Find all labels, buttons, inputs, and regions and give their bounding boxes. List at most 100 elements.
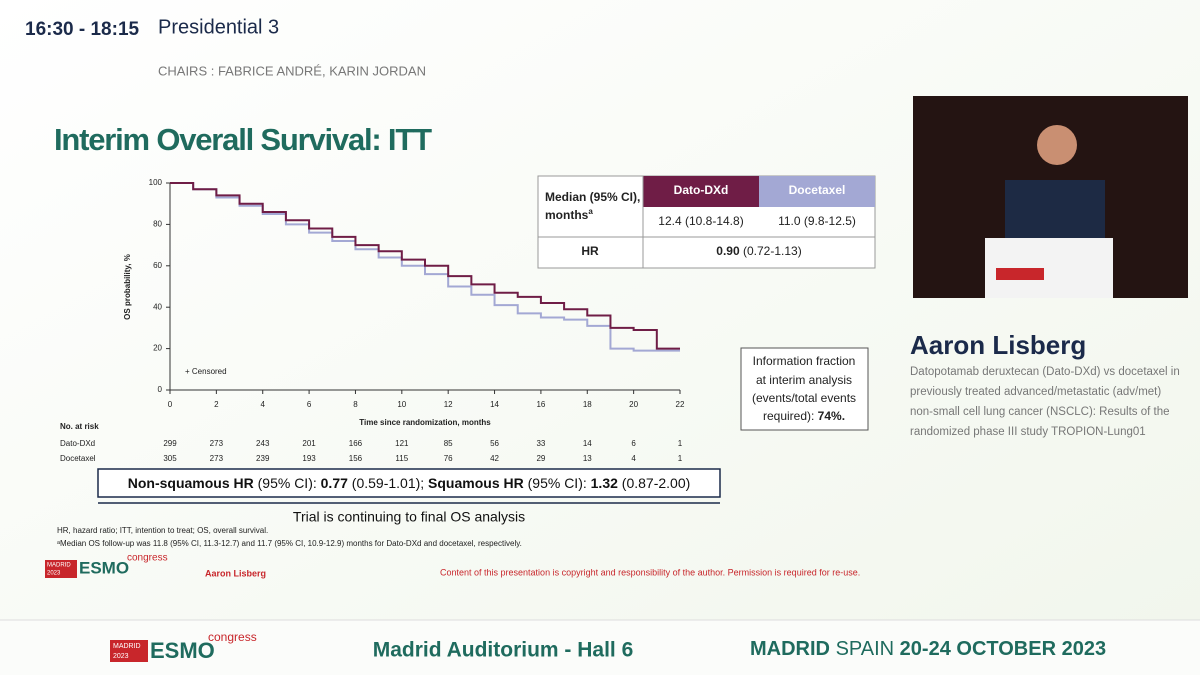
km-chart: + Censored Time since randomization, mon… xyxy=(60,178,685,463)
logo-brand: ESMO xyxy=(79,558,129,577)
t: Non-squamous HR xyxy=(128,475,254,491)
note: Trial is continuing to final OS analysis xyxy=(293,509,525,525)
abstract-line: previously treated advanced/metastatic (… xyxy=(910,386,1161,398)
logo-brand: ESMO xyxy=(150,638,215,663)
copyright: Content of this presentation is copyrigh… xyxy=(440,567,860,577)
risk-count: 76 xyxy=(444,454,453,463)
t: Squamous HR xyxy=(428,475,524,491)
x-tick-label: 16 xyxy=(536,400,545,409)
abstract: Datopotamab deruxtecan (Dato-DXd) vs doc… xyxy=(910,366,1180,438)
logo-word: congress xyxy=(208,630,257,644)
risk-count: 1 xyxy=(678,454,683,463)
x-tick-label: 2 xyxy=(214,400,219,409)
risk-count: 121 xyxy=(395,439,409,448)
speaker-name: Aaron Lisberg xyxy=(910,330,1086,360)
y-tick-label: 20 xyxy=(153,344,162,353)
info-line: at interim analysis xyxy=(756,373,852,387)
risk-count: 166 xyxy=(349,439,363,448)
dates: 20-24 OCTOBER 2023 xyxy=(900,638,1106,660)
author: Aaron Lisberg xyxy=(205,568,266,578)
risk-count: 201 xyxy=(302,439,316,448)
risk-title: No. at risk xyxy=(60,422,99,431)
x-tick-label: 4 xyxy=(261,400,266,409)
city: MADRID xyxy=(750,638,830,660)
logo-year: 2023 xyxy=(47,571,61,577)
slide-title: Interim Overall Survival: ITT xyxy=(54,122,432,157)
risk-count: 13 xyxy=(583,454,592,463)
info-last: required): xyxy=(763,409,814,423)
risk-count: 56 xyxy=(490,439,499,448)
y-axis-label: OS probability, % xyxy=(123,254,132,320)
hr: 0.90 xyxy=(716,244,740,258)
y-tick-label: 80 xyxy=(153,220,162,229)
footer-bar xyxy=(0,620,1200,675)
risk-count: 14 xyxy=(583,439,592,448)
risk-count: 42 xyxy=(490,454,499,463)
risk-count: 4 xyxy=(631,454,636,463)
info-line: required): 74%. xyxy=(763,409,845,423)
survival-curve xyxy=(170,182,680,350)
x-tick-label: 20 xyxy=(629,400,638,409)
info-line: (events/total events xyxy=(752,391,856,405)
x-tick-label: 0 xyxy=(168,400,173,409)
risk-count: 193 xyxy=(302,454,316,463)
risk-count: 305 xyxy=(163,454,177,463)
cell: 12.4 (10.8-14.8) xyxy=(658,214,743,228)
x-tick-label: 14 xyxy=(490,400,499,409)
slide-logo: MADRID 2023 ESMO congress xyxy=(45,553,168,578)
x-axis-label: Time since randomization, months xyxy=(359,418,491,427)
footnote: ᵃMedian OS follow-up was 11.8 (95% CI, 1… xyxy=(57,539,522,548)
cell: 11.0 (9.8-12.5) xyxy=(778,214,856,228)
risk-count: 273 xyxy=(210,439,224,448)
t: 0.77 xyxy=(321,475,348,491)
risk-row-label: Docetaxel xyxy=(60,454,96,463)
header-cell xyxy=(643,176,759,207)
t: (95% CI): xyxy=(528,475,587,491)
footer-logo: MADRID 2023 ESMO congress xyxy=(110,630,257,663)
sup: a xyxy=(588,207,593,216)
x-tick-label: 18 xyxy=(583,400,592,409)
video xyxy=(913,96,1188,298)
session-time: 16:30 - 18:15 xyxy=(25,19,140,40)
logo-city: MADRID xyxy=(47,563,71,569)
info-box: Information fraction at interim analysis… xyxy=(740,347,869,431)
y-tick-label: 60 xyxy=(153,261,162,270)
x-tick-label: 8 xyxy=(353,400,358,409)
hr-cell: 0.90 (0.72-1.13) xyxy=(716,244,801,258)
annotation: + Censored xyxy=(185,367,227,376)
x-tick-label: 6 xyxy=(307,400,312,409)
risk-row-label: Dato-DXd xyxy=(60,439,95,448)
x-tick-label: 12 xyxy=(444,400,453,409)
t: (0.87-2.00) xyxy=(622,475,690,491)
risk-count: 115 xyxy=(395,454,408,463)
median-table: Median (95% CI), monthsa Dato-DXd Doceta… xyxy=(537,175,876,269)
logo-city: MADRID xyxy=(113,643,141,650)
logo-word: congress xyxy=(127,553,168,564)
risk-count: 33 xyxy=(536,439,545,448)
abstract-line: non-small cell lung cancer (NSCLC): Resu… xyxy=(910,406,1170,418)
country: SPAIN xyxy=(836,638,895,660)
hr-label: HR xyxy=(581,244,599,258)
info-line: Information fraction xyxy=(753,354,856,368)
y-tick-label: 40 xyxy=(153,302,162,311)
header-cell xyxy=(759,176,875,207)
y-tick-label: 100 xyxy=(149,178,163,187)
abstract-line: Datopotamab deruxtecan (Dato-DXd) vs doc… xyxy=(910,366,1180,378)
risk-count: 156 xyxy=(349,454,363,463)
location: MADRID SPAIN 20-24 OCTOBER 2023 xyxy=(750,638,1106,660)
venue: Madrid Auditorium - Hall 6 xyxy=(373,639,634,662)
risk-count: 239 xyxy=(256,454,270,463)
box xyxy=(740,347,869,431)
risk-count: 29 xyxy=(536,454,545,463)
y-tick-label: 0 xyxy=(158,385,163,394)
t: (0.59-1.01); xyxy=(352,475,424,491)
lectern-logo xyxy=(996,268,1044,280)
subgroup-box xyxy=(97,468,721,498)
col-header: Dato-DXd xyxy=(674,183,729,197)
risk-count: 6 xyxy=(631,439,636,448)
risk-count: 85 xyxy=(444,439,453,448)
footnote: HR, hazard ratio; ITT, intention to trea… xyxy=(57,526,268,535)
session-name: Presidential 3 xyxy=(158,16,279,38)
row-label: monthsa xyxy=(545,207,593,222)
x-tick-label: 10 xyxy=(397,400,406,409)
